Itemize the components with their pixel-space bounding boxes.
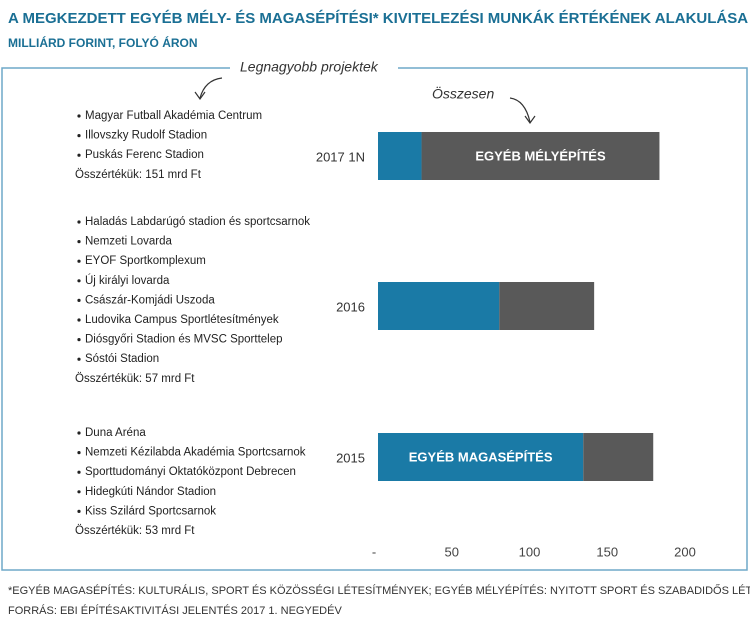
arrow (509, 97, 531, 123)
bar-segment (378, 132, 422, 180)
bullet (77, 357, 81, 361)
project-item: Illovszky Rudolf Stadion (85, 130, 207, 142)
x-tick-label: 150 (596, 544, 618, 559)
category-label: 2016 (336, 299, 365, 314)
bullet (77, 338, 81, 342)
label-bg (230, 58, 398, 78)
bullet (77, 279, 81, 283)
project-item: Császár-Komjádi Uszoda (85, 294, 215, 306)
bullet (77, 431, 81, 435)
footnote: *EGYÉB MAGASÉPÍTÉS: KULTURÁLIS, SPORT ÉS… (8, 583, 750, 597)
bullet (77, 490, 81, 494)
bullet (77, 114, 81, 118)
project-item: Hidegkúti Nándor Stadion (85, 486, 216, 498)
arrow-head (194, 91, 206, 101)
project-item: Új királyi lovarda (85, 274, 170, 287)
bullet (77, 259, 81, 263)
bullet (77, 220, 81, 224)
x-tick-label: - (372, 544, 376, 559)
project-item: EYOF Sportkomplexum (85, 255, 206, 267)
chart-title: A MEGKEZDETT EGYÉB MÉLY- ÉS MAGASÉPÍTÉSI… (8, 10, 748, 27)
project-item: Diósgyőri Stadion és MVSC Sporttelep (85, 334, 283, 346)
bullet (77, 451, 81, 455)
bar-segment (378, 433, 584, 481)
x-tick-label: 200 (674, 544, 696, 559)
project-item: Magyar Futball Akadémia Centrum (85, 110, 262, 122)
bullet (77, 470, 81, 474)
project-item: Ludovika Campus Sportlétesítmények (85, 314, 279, 326)
bar-segment (499, 282, 595, 330)
bar-segment (421, 132, 660, 180)
project-item: Puskás Ferenc Stadion (85, 149, 204, 161)
project-item: Nemzeti Lovarda (85, 236, 173, 248)
x-tick-label: 50 (445, 544, 459, 559)
bullet (77, 134, 81, 138)
bullet (77, 298, 81, 302)
category-label: 2015 (336, 450, 365, 465)
bullet (77, 509, 81, 513)
footnote: FORRÁS: EBI ÉPÍTÉSAKTIVITÁSI JELENTÉS 20… (8, 604, 342, 617)
chart-subtitle: MILLIÁRD FORINT, FOLYÓ ÁRON (8, 35, 198, 50)
project-item: Nemzeti Kézilabda Akadémia Sportcsarnok (85, 447, 306, 459)
bullet (77, 318, 81, 322)
project-total: Összértékük: 53 mrd Ft (75, 525, 195, 537)
annotation: Legnagyobb projektek (240, 59, 379, 75)
project-item: Haladás Labdarúgó stadion és sportcsarno… (85, 216, 310, 228)
project-item: Kiss Szilárd Sportcsarnok (85, 505, 216, 517)
annotation: Összesen (432, 85, 494, 102)
arrow-head (524, 115, 536, 125)
bullet (77, 153, 81, 157)
series-label: EGYÉB MAGASÉPÍTÉS (409, 449, 553, 464)
arrow (199, 77, 223, 99)
series-label: EGYÉB MÉLYÉPÍTÉS (475, 148, 606, 163)
category-label: 2017 1N (316, 149, 365, 164)
x-tick-label: 100 (519, 544, 541, 559)
project-item: Sóstói Stadion (85, 353, 159, 365)
bar-segment (378, 282, 500, 330)
bullet (77, 240, 81, 244)
project-item: Sporttudományi Oktatóközpont Debrecen (85, 466, 296, 478)
project-total: Összértékük: 57 mrd Ft (75, 373, 195, 385)
project-total: Összértékük: 151 mrd Ft (75, 169, 202, 181)
project-item: Duna Aréna (85, 427, 146, 439)
bar-segment (583, 433, 654, 481)
